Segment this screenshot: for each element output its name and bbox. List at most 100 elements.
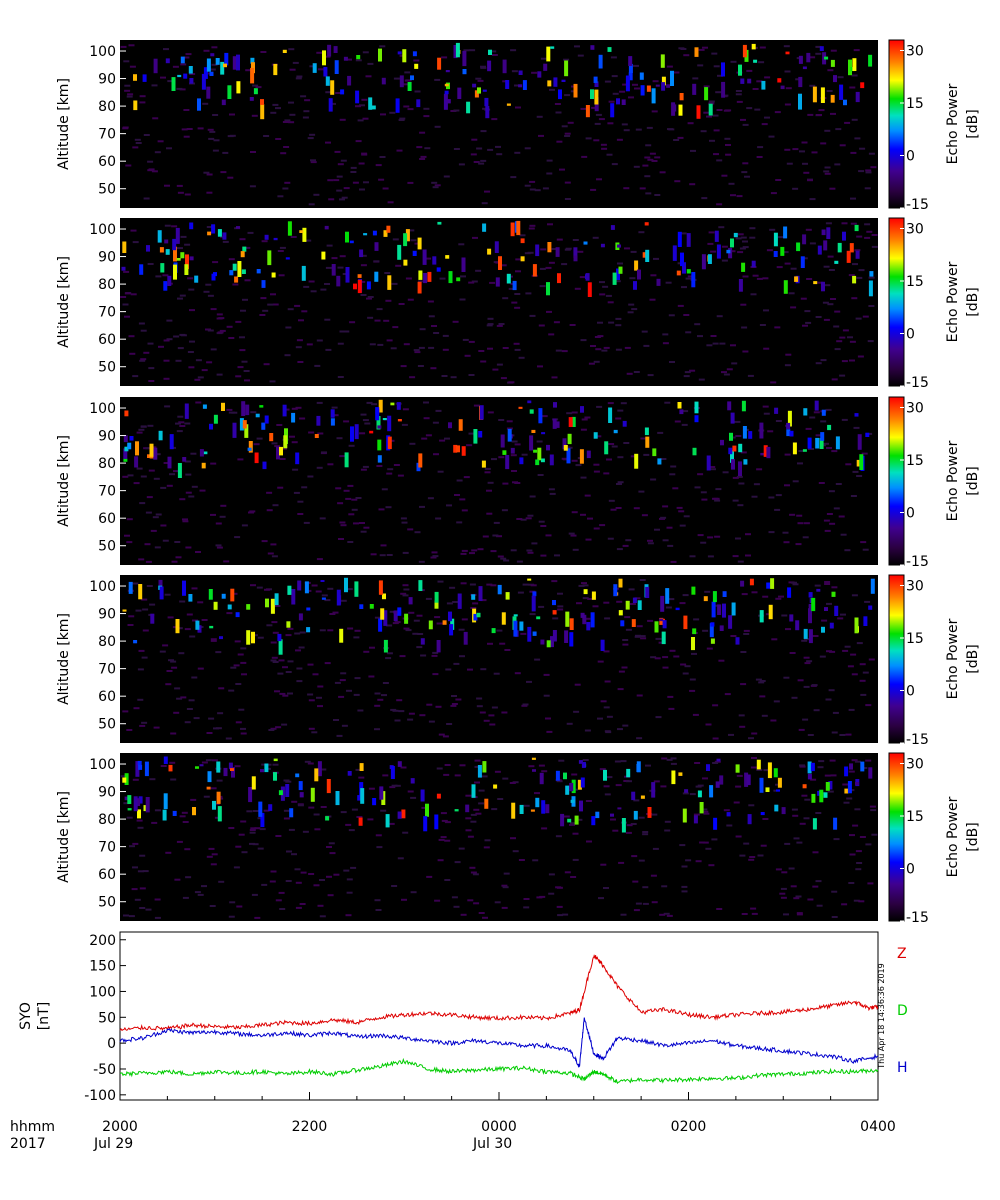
noise-cell bbox=[407, 790, 414, 793]
noise-cell bbox=[705, 723, 712, 726]
echo-cell bbox=[122, 241, 127, 253]
noise-cell bbox=[702, 810, 709, 813]
noise-cell bbox=[288, 101, 294, 104]
noise-cell bbox=[249, 831, 256, 834]
noise-cell bbox=[130, 229, 137, 232]
echo-cell bbox=[573, 83, 578, 98]
noise-cell bbox=[541, 770, 548, 773]
noise-cell bbox=[666, 914, 673, 917]
echo-cell bbox=[253, 88, 258, 95]
noise-cell bbox=[189, 340, 195, 343]
echo-cell bbox=[278, 790, 283, 796]
echo-cell bbox=[122, 609, 127, 612]
echo-cell bbox=[738, 461, 742, 476]
noise-cell bbox=[433, 332, 440, 334]
noise-cell bbox=[523, 906, 530, 909]
echo-cell bbox=[247, 447, 252, 451]
echo-cell bbox=[607, 47, 612, 52]
noise-cell bbox=[218, 317, 225, 320]
altitude-tick-label: 100 bbox=[89, 401, 116, 417]
noise-cell bbox=[355, 768, 362, 771]
noise-cell bbox=[327, 463, 334, 466]
noise-cell bbox=[235, 683, 242, 685]
echo-cell bbox=[570, 799, 575, 803]
noise-cell bbox=[584, 729, 591, 732]
echo-cell bbox=[622, 420, 627, 427]
noise-cell bbox=[594, 122, 601, 125]
noise-cell bbox=[164, 184, 170, 187]
echo-cell bbox=[812, 818, 817, 830]
noise-cell bbox=[191, 587, 198, 590]
noise-cell bbox=[628, 588, 635, 591]
echo-cell bbox=[637, 600, 642, 610]
noise-cell bbox=[580, 107, 587, 110]
noise-cell bbox=[510, 49, 517, 52]
echo-cell bbox=[277, 633, 282, 642]
noise-cell bbox=[749, 856, 756, 858]
noise-cell bbox=[804, 798, 811, 801]
echo-cell bbox=[814, 400, 819, 411]
noise-cell bbox=[120, 296, 127, 298]
noise-cell bbox=[520, 518, 527, 521]
noise-cell bbox=[351, 508, 358, 511]
noise-cell bbox=[697, 64, 704, 67]
colorbar-label: Echo Power bbox=[945, 83, 961, 164]
noise-cell bbox=[136, 431, 143, 434]
noise-cell bbox=[581, 582, 587, 585]
noise-cell bbox=[352, 181, 359, 184]
noise-cell bbox=[620, 760, 627, 763]
noise-cell bbox=[721, 371, 727, 374]
noise-cell bbox=[848, 274, 855, 277]
altitude-tick-label: 100 bbox=[89, 757, 116, 773]
noise-cell bbox=[346, 58, 352, 61]
noise-cell bbox=[453, 662, 460, 665]
noise-cell bbox=[211, 853, 218, 856]
noise-cell bbox=[801, 639, 808, 642]
noise-cell bbox=[633, 909, 640, 912]
noise-cell bbox=[197, 127, 204, 130]
noise-cell bbox=[510, 837, 516, 840]
noise-cell bbox=[536, 896, 543, 899]
echo-cell bbox=[855, 250, 860, 259]
noise-cell bbox=[599, 293, 606, 296]
noise-cell bbox=[751, 591, 758, 594]
noise-cell bbox=[651, 813, 658, 816]
noise-cell bbox=[250, 584, 256, 587]
noise-cell bbox=[124, 534, 130, 537]
noise-cell bbox=[206, 732, 213, 734]
echo-cell bbox=[767, 762, 772, 779]
noise-cell bbox=[418, 280, 424, 283]
echo-cell bbox=[244, 424, 249, 438]
colorbar-label: Echo Power bbox=[945, 618, 961, 699]
noise-cell bbox=[253, 443, 260, 446]
echo-cell bbox=[632, 597, 637, 603]
echo-cell bbox=[354, 424, 359, 440]
noise-cell bbox=[685, 277, 692, 280]
noise-cell bbox=[770, 719, 777, 722]
echo-cell bbox=[461, 446, 466, 456]
noise-cell bbox=[436, 767, 443, 770]
noise-cell bbox=[645, 144, 652, 147]
noise-cell bbox=[420, 654, 427, 657]
echo-cell bbox=[759, 777, 764, 793]
echo-cell bbox=[808, 592, 813, 598]
noise-cell bbox=[512, 850, 519, 853]
noise-cell bbox=[277, 250, 284, 252]
echo-cell bbox=[420, 789, 425, 802]
echo-cell bbox=[273, 237, 278, 241]
noise-cell bbox=[652, 847, 659, 850]
echo-cell bbox=[242, 420, 247, 429]
echo-cell bbox=[714, 230, 719, 242]
noise-cell bbox=[182, 520, 189, 523]
noise-cell bbox=[271, 442, 278, 445]
noise-cell bbox=[750, 293, 757, 296]
noise-cell bbox=[402, 831, 409, 834]
noise-cell bbox=[403, 343, 410, 346]
noise-cell bbox=[635, 128, 642, 131]
echo-cell bbox=[546, 46, 551, 62]
echo-cell bbox=[855, 782, 859, 786]
noise-cell bbox=[867, 882, 874, 885]
noise-cell bbox=[700, 130, 707, 133]
noise-cell bbox=[687, 275, 694, 278]
noise-cell bbox=[127, 93, 134, 96]
